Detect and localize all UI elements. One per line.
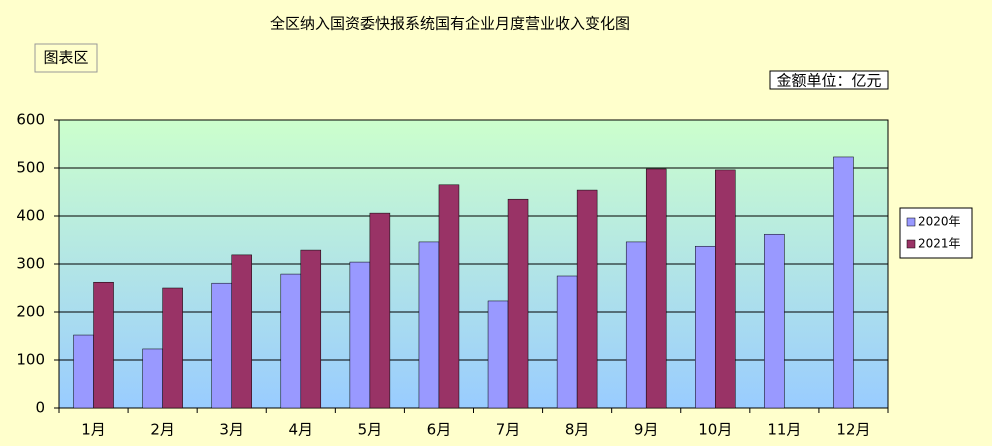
legend-swatch [906, 217, 916, 227]
bar [280, 273, 302, 409]
bar [764, 233, 785, 409]
bar [556, 275, 578, 409]
bar [211, 282, 232, 409]
x-tick-label: 5月 [358, 421, 383, 439]
bar [507, 198, 529, 409]
y-tick-label: 400 [16, 207, 45, 225]
chart-area-box [34, 43, 98, 73]
x-tick-label: 7月 [496, 421, 521, 439]
x-tick-label: 4月 [289, 421, 314, 439]
bar [349, 261, 371, 409]
x-tick-label: 6月 [427, 421, 452, 439]
bar [73, 334, 94, 409]
x-tick-label: 8月 [565, 421, 590, 439]
y-tick-label: 300 [16, 255, 45, 273]
bar [142, 348, 163, 409]
y-tick-label: 200 [16, 303, 45, 321]
bar [487, 300, 509, 409]
y-tick-label: 0 [35, 399, 45, 417]
legend [899, 207, 973, 259]
bar [715, 169, 736, 409]
bar [162, 287, 183, 409]
unit-label: 金额单位：亿元 [776, 72, 881, 90]
bar [231, 254, 252, 409]
bar [418, 241, 440, 409]
y-tick-label: 100 [16, 351, 45, 369]
x-tick-label: 9月 [634, 421, 659, 439]
chart-title: 全区纳入国资委快报系统国有企业月度营业收入变化图 [270, 15, 630, 33]
x-tick-label: 12月 [836, 421, 870, 439]
bar [369, 212, 391, 409]
bar [576, 189, 598, 409]
bar [300, 249, 322, 409]
y-tick-label: 600 [16, 111, 45, 129]
x-tick-label: 10月 [698, 421, 732, 439]
chart-area-label: 图表区 [43, 49, 88, 67]
bar [625, 241, 647, 409]
y-tick-label: 500 [16, 159, 45, 177]
legend-swatch [906, 239, 916, 249]
unit-box [769, 70, 889, 90]
legend-label: 2021年 [918, 237, 961, 251]
bar [695, 245, 716, 409]
x-tick-label: 1月 [81, 421, 106, 439]
legend-label: 2020年 [918, 215, 961, 229]
x-tick-label: 2月 [150, 421, 175, 439]
bar [645, 168, 667, 409]
bar [438, 184, 460, 409]
bar [93, 281, 114, 409]
bar [833, 156, 854, 409]
x-tick-label: 11月 [767, 421, 801, 439]
x-tick-label: 3月 [219, 421, 244, 439]
